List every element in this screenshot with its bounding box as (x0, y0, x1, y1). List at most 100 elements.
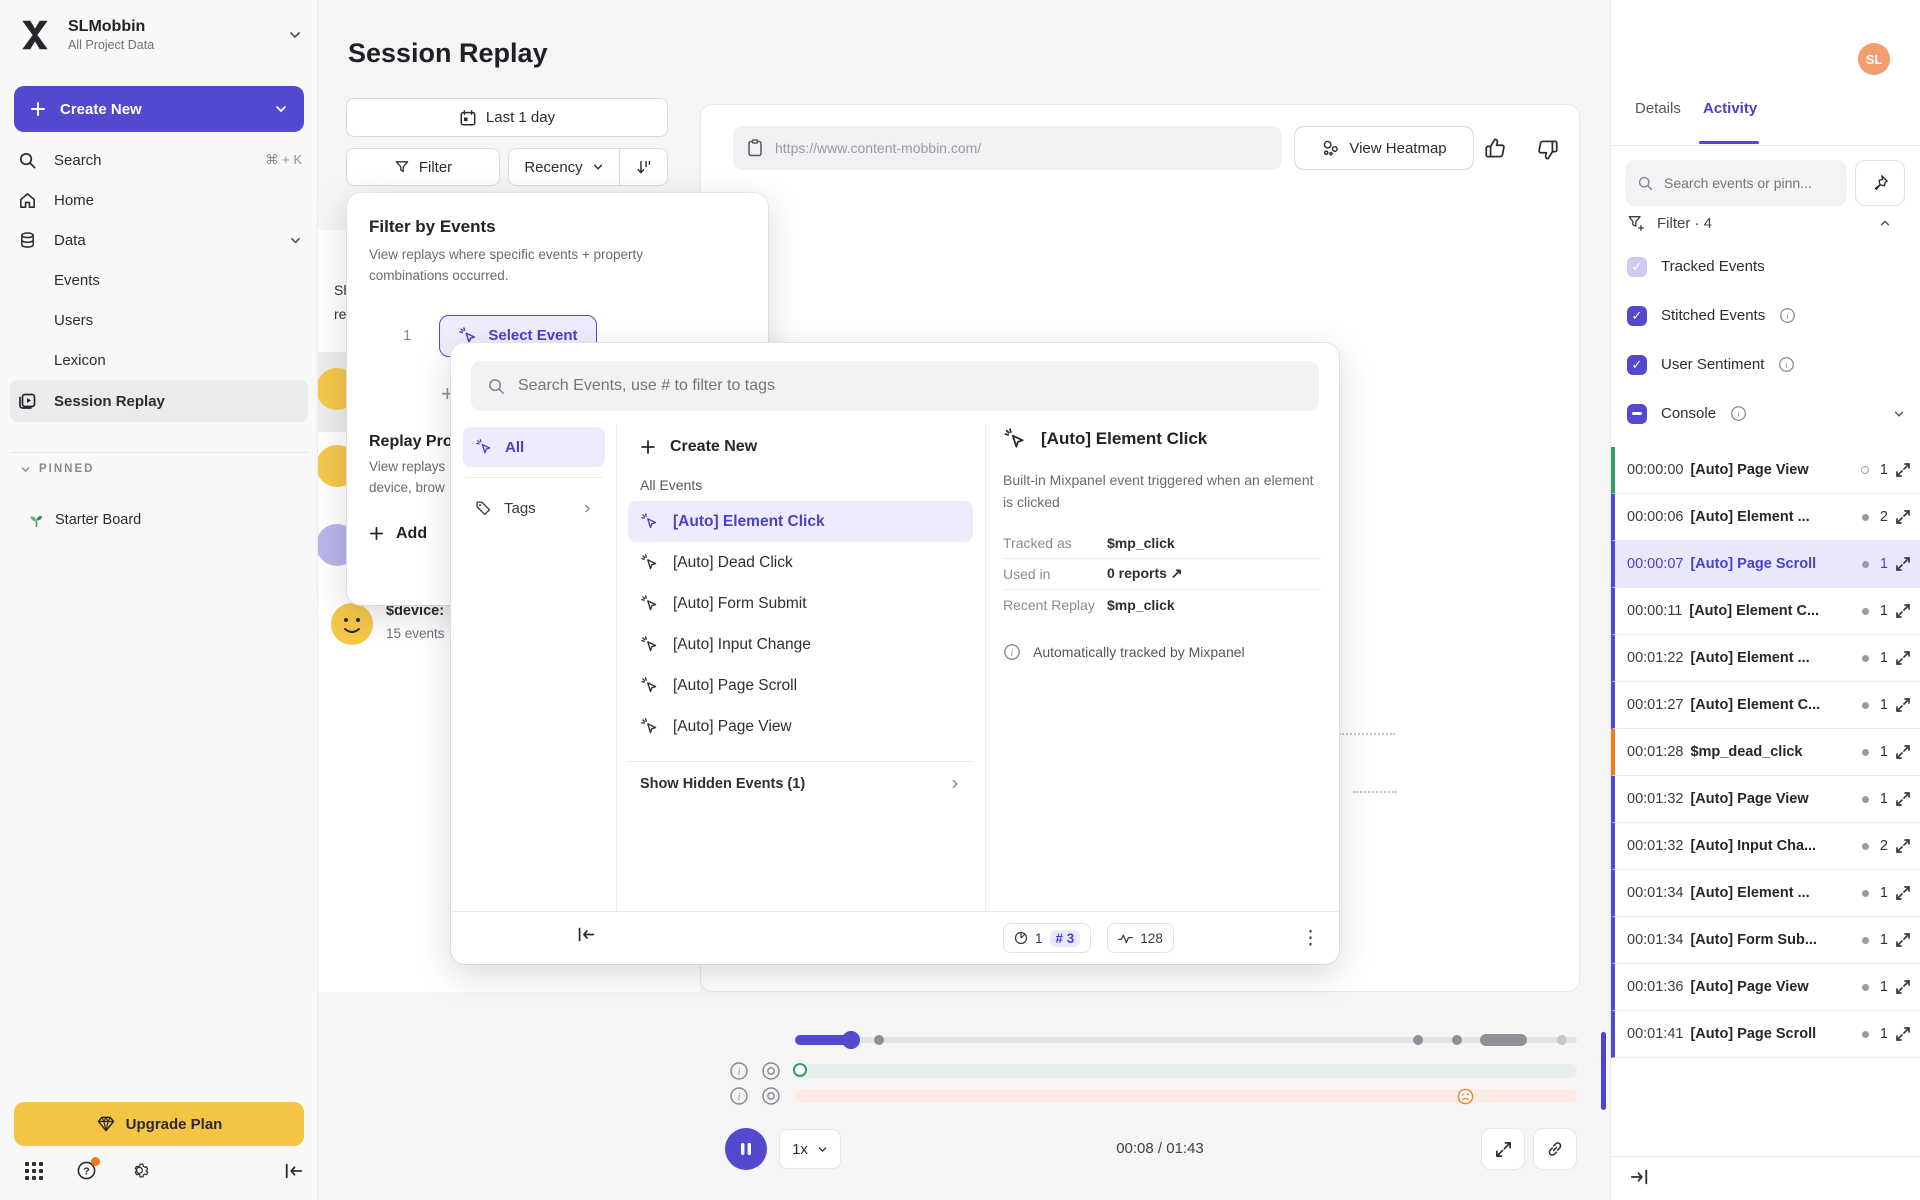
positive-sentiment-marker[interactable] (793, 1063, 807, 1077)
eye-icon[interactable] (761, 1061, 781, 1081)
event-option-form-submit[interactable]: [Auto] Form Submit (628, 583, 973, 624)
sidebar-item-home[interactable]: Home (0, 180, 318, 220)
date-range-button[interactable]: Last 1 day (346, 98, 668, 137)
checkbox-user-sentiment[interactable]: ✓ User Sentiment i (1611, 340, 1920, 389)
gear-icon[interactable] (129, 1160, 150, 1181)
tab-details[interactable]: Details (1635, 100, 1681, 117)
checkbox-tracked-events[interactable]: ✓ Tracked Events (1611, 242, 1920, 291)
event-option-element-click[interactable]: [Auto] Element Click (628, 501, 973, 542)
category-all[interactable]: All (463, 427, 605, 467)
info-icon[interactable]: i (729, 1061, 749, 1081)
info-icon[interactable]: i (729, 1086, 749, 1106)
info-icon[interactable]: i (1730, 405, 1747, 422)
info-icon[interactable]: i (1779, 307, 1796, 324)
replay-device-label[interactable]: $device: (386, 603, 445, 619)
sidebar-item-search[interactable]: Search ⌘ + K (0, 140, 318, 180)
activity-event-row[interactable]: 00:00:11 [Auto] Element C... 1 (1611, 588, 1920, 635)
filter-button[interactable]: Filter (346, 148, 500, 186)
project-switcher[interactable]: SLMobbin All Project Data (16, 16, 302, 54)
help-icon[interactable]: ? (76, 1157, 100, 1181)
expand-event-icon[interactable] (1895, 791, 1911, 807)
event-usage-badge[interactable]: 1 # 3 (1003, 923, 1092, 953)
expand-event-icon[interactable] (1895, 650, 1911, 666)
expand-event-icon[interactable] (1895, 1026, 1911, 1042)
positive-sentiment-track[interactable] (795, 1064, 1577, 1078)
expand-event-icon[interactable] (1895, 979, 1911, 995)
activity-event-row[interactable]: 00:00:00 [Auto] Page View 1 (1611, 447, 1920, 494)
show-hidden-events[interactable]: Show Hidden Events (1) (628, 762, 973, 806)
collapse-column-icon[interactable] (577, 926, 596, 943)
kebab-menu-icon[interactable]: ⋮ (1301, 927, 1321, 949)
activity-event-row[interactable]: 00:01:22 [Auto] Element ... 1 (1611, 635, 1920, 682)
activity-event-row[interactable]: 00:01:32 [Auto] Input Cha... 2 (1611, 823, 1920, 870)
event-volume-badge[interactable]: 128 (1107, 923, 1174, 953)
event-option-dead-click[interactable]: [Auto] Dead Click (628, 542, 973, 583)
expand-event-icon[interactable] (1895, 932, 1911, 948)
expand-event-icon[interactable] (1895, 556, 1911, 572)
view-heatmap-button[interactable]: View Heatmap (1294, 126, 1474, 170)
timeline-event-dot[interactable] (874, 1035, 884, 1045)
upgrade-plan-button[interactable]: Upgrade Plan (14, 1102, 304, 1146)
sidebar-item-starter-board[interactable]: Starter Board (12, 500, 306, 540)
checkbox-stitched-events[interactable]: ✓ Stitched Events i (1611, 291, 1920, 340)
event-search[interactable] (471, 361, 1319, 411)
sort-order-button[interactable] (619, 148, 668, 186)
pin-button[interactable] (1855, 160, 1905, 206)
sidebar-item-events[interactable]: Events (0, 260, 318, 300)
create-new-button[interactable]: Create New (14, 86, 304, 132)
thumbs-down-icon[interactable] (1534, 137, 1560, 163)
create-new-event-button[interactable]: Create New (628, 427, 973, 467)
sidebar-item-lexicon[interactable]: Lexicon (0, 340, 318, 380)
copy-link-button[interactable] (1533, 1128, 1577, 1170)
tab-activity[interactable]: Activity (1703, 100, 1758, 117)
avatar-smiley[interactable] (331, 603, 373, 645)
sidebar-item-data[interactable]: Data (0, 220, 318, 260)
event-search-input[interactable] (518, 377, 1303, 395)
info-icon[interactable]: i (1778, 356, 1795, 373)
detail-row-used-in[interactable]: Used in 0 reports ↗ (1003, 559, 1321, 590)
expand-event-icon[interactable] (1895, 462, 1911, 478)
category-tags[interactable]: Tags (463, 488, 605, 528)
timeline-event-dot[interactable] (1452, 1035, 1462, 1045)
expand-event-icon[interactable] (1895, 603, 1911, 619)
collapse-panel-icon[interactable] (1629, 1168, 1649, 1186)
timeline-scrubber-handle[interactable] (842, 1031, 860, 1049)
activity-event-row[interactable]: 00:00:06 [Auto] Element ... 2 (1611, 494, 1920, 541)
expand-event-icon[interactable] (1895, 697, 1911, 713)
event-option-page-view[interactable]: [Auto] Page View (628, 706, 973, 747)
recency-dropdown[interactable]: Recency (508, 148, 620, 186)
activity-event-row[interactable]: 00:01:27 [Auto] Element C... 1 (1611, 682, 1920, 729)
activity-event-row[interactable]: 00:01:34 [Auto] Form Sub... 1 (1611, 917, 1920, 964)
expand-event-icon[interactable] (1895, 744, 1911, 760)
activity-event-row[interactable]: 00:01:32 [Auto] Page View 1 (1611, 776, 1920, 823)
event-option-page-scroll[interactable]: [Auto] Page Scroll (628, 665, 973, 706)
apps-grid-icon[interactable] (24, 1161, 44, 1181)
activity-search[interactable] (1625, 160, 1847, 206)
expand-event-icon[interactable] (1895, 509, 1911, 525)
thumbs-up-icon[interactable] (1483, 135, 1509, 161)
expand-event-icon[interactable] (1895, 885, 1911, 901)
user-avatar[interactable]: SL (1858, 43, 1890, 75)
fullscreen-button[interactable] (1481, 1128, 1525, 1170)
timeline-event-dot[interactable] (1413, 1035, 1423, 1045)
eye-icon[interactable] (761, 1086, 781, 1106)
activity-event-row[interactable]: 00:01:36 [Auto] Page View 1 (1611, 964, 1920, 1011)
pause-button[interactable] (725, 1128, 767, 1170)
activity-event-row[interactable]: 00:01:28 $mp_dead_click 1 (1611, 729, 1920, 776)
activity-event-row[interactable]: 00:01:34 [Auto] Element ... 1 (1611, 870, 1920, 917)
expand-event-icon[interactable] (1895, 838, 1911, 854)
activity-filter-toggle[interactable]: Filter · 4 (1627, 206, 1907, 240)
sidebar-item-users[interactable]: Users (0, 300, 318, 340)
activity-event-row[interactable]: 00:01:41 [Auto] Page Scroll 1 (1611, 1011, 1920, 1058)
timeline-event-cluster[interactable] (1480, 1034, 1527, 1046)
add-event-plus[interactable]: + (441, 380, 454, 406)
activity-search-input[interactable] (1664, 175, 1835, 191)
checkbox-console[interactable]: Console i (1611, 389, 1920, 438)
clipboard-icon[interactable] (747, 139, 763, 157)
chevron-down-icon[interactable] (274, 102, 288, 116)
playback-speed-dropdown[interactable]: 1x (779, 1129, 841, 1169)
timeline-scrubber-track[interactable] (795, 1037, 1577, 1043)
event-option-input-change[interactable]: [Auto] Input Change (628, 624, 973, 665)
collapse-sidebar-icon[interactable] (284, 1162, 304, 1180)
chevron-down-icon[interactable] (1893, 408, 1905, 420)
